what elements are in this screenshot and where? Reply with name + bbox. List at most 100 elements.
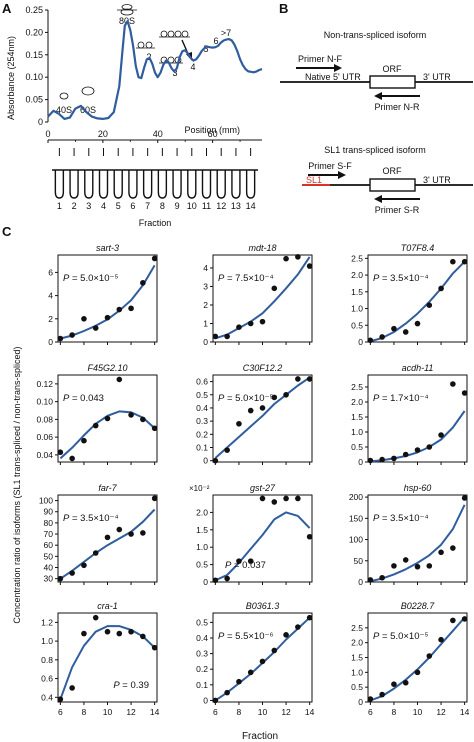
panel-c-y-axis-label: Concentration ratio of isoforms (SL1 tra… [12,346,22,623]
data-point [247,669,254,676]
data-point [414,447,421,453]
plot-frame [212,254,313,343]
fit-curve [370,616,466,702]
scatter-panel-cra-1: cra-1 0.4 0.6 0.8 1.0 1.2 6 8 10 12 14 P = 0.39 [41,601,159,717]
y-tick-label: 0.4 [41,692,53,702]
primer-schematic: Non-trans-spliced isoform Primer N-F Nat… [280,30,473,215]
data-point [402,451,409,458]
primer-nr-arrowhead-icon [374,92,382,100]
y-tick-label: 4 [48,291,53,301]
plot-frame [57,254,158,343]
scatter-panel-hsp-60: hsp-60 0 50 100 150 200 P = 3.5×10⁻⁴ [349,483,468,587]
label-40s: 40S [56,105,72,115]
fraction-number-label: 7 [145,201,150,211]
profile-y-tick-label: 0.15 [25,50,43,60]
fit-curve [370,504,466,583]
polysome-2-icon [136,41,155,49]
data-point [438,636,444,643]
data-point [438,285,444,292]
profile-x-tick-label: 40 [153,129,163,139]
fit-curve [214,376,311,459]
data-point [450,545,456,551]
data-point [212,457,219,464]
y-tick-label: 3 [203,281,208,291]
y-tick-label: 0 [358,577,363,587]
y-tick-label: 0 [203,337,208,347]
y-tick-label: 0 [358,697,363,707]
y-tick-label: 2.0 [351,638,363,648]
p-value-label: P = 7.5×10⁻⁴ [218,273,274,284]
data-point [104,628,111,635]
y-tick-label: 2.0 [196,507,208,517]
panel-title: sart-3 [96,243,119,253]
y-tick-label: 2 [203,300,208,310]
data-point [461,616,468,622]
data-point [271,394,278,401]
fraction-number-label: 11 [202,201,211,211]
fit-curve [370,260,466,343]
fraction-number-label: 2 [72,201,77,211]
fraction-number-label: 1 [57,201,62,211]
panel-c-x-axis-label: Fraction [242,731,278,742]
p-value-label: P = 1.7×10⁻⁴ [373,393,429,404]
plot-frame [367,254,468,343]
data-point [57,449,64,456]
primer-nr-label: Primer N-R [375,102,420,112]
data-point [81,316,87,322]
y-tick-label: 2.0 [351,270,363,280]
y-tick-label: 2.0 [351,397,363,407]
data-point [224,447,230,453]
y-tick-label: 60 [44,540,54,550]
ribosome-60s-annotation: 60S [80,86,96,115]
data-point [391,455,397,462]
primer-sf-arrowhead-icon [338,171,346,179]
scatter-panel-B0228.7: B0228.7 0 0.5 1.0 1.5 2.0 2.5 6 8 10 12 14 P = 5.0×1… [351,601,469,717]
fit-curve [214,511,311,582]
data-point [379,691,385,698]
data-point [271,647,278,654]
y-tick-label: 1.5 [351,653,363,663]
data-point [438,549,444,556]
scatter-panel-F45G2.10: F45G2.10 0.04 0.06 0.08 0.10 0.12 P = 0.043 [36,363,158,465]
y-tick-label: 0.5 [351,682,363,692]
data-point [92,422,99,429]
y-tick-label: 0.2 [196,664,208,674]
x-tick-label: 12 [281,707,291,717]
data-point [116,630,123,637]
data-point [212,577,219,584]
data-point [306,614,313,621]
data-point [247,320,254,327]
data-point [236,324,242,330]
p-value-label: P = 0.043 [63,393,104,404]
fraction-tube [157,170,168,199]
y-tick-label: 0.6 [41,674,53,684]
data-point [283,632,289,638]
y-tick-label: 1.0 [196,542,208,552]
data-point [450,617,456,624]
y-tick-label: 1.5 [351,412,363,422]
p-value-label: P = 3.5×10⁻⁴ [373,273,429,284]
primer-nf-label: Primer N-F [298,54,342,64]
ribosome-40s-icon [59,92,69,100]
y-tick-label: 0.08 [36,414,53,424]
fraction-tube [54,170,65,199]
y-tick-label: 2 [48,314,53,324]
fit-curve [59,508,156,580]
data-point [128,628,134,635]
x-tick-label: 8 [392,707,397,717]
fit-curve [370,410,466,463]
data-point [69,455,75,462]
ribosome-80s-icon [117,4,137,16]
data-point [128,412,134,418]
y-tick-label: 0.5 [196,617,208,627]
fraction-tube [187,170,197,199]
data-point [140,633,146,640]
data-point [426,653,433,659]
x-tick-label: 12 [126,707,136,717]
panel-label-a: A [2,1,12,16]
p-value-label: P = 5.5×10⁻⁶ [218,631,274,642]
y-tick-label: 100 [349,535,363,545]
y-tick-label: 0.5 [351,320,363,330]
